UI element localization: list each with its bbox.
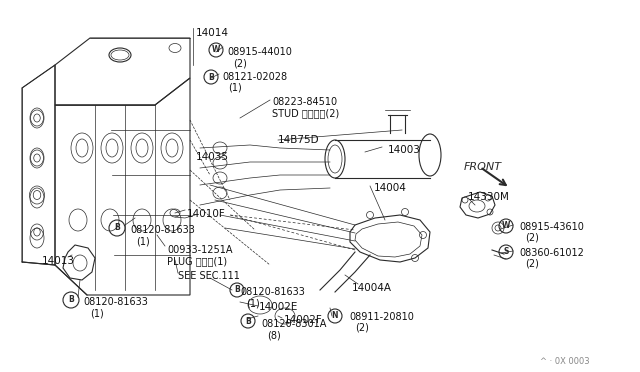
Text: 14013: 14013 [42,256,75,266]
Text: 08223-84510: 08223-84510 [272,97,337,107]
Text: (2): (2) [525,259,539,269]
Text: (2): (2) [233,58,247,68]
Text: 08915-43610: 08915-43610 [519,222,584,232]
Text: 08121-02028: 08121-02028 [222,72,287,82]
Text: W: W [212,45,220,55]
Text: STUD スタッド(2): STUD スタッド(2) [272,108,339,118]
Text: (1): (1) [246,298,260,308]
Text: SEE SEC.111: SEE SEC.111 [178,271,240,281]
Text: (1): (1) [136,236,150,246]
Text: (8): (8) [267,330,281,340]
Text: 08911-20810: 08911-20810 [349,312,414,322]
Text: B: B [245,317,251,326]
Text: 08915-44010: 08915-44010 [227,47,292,57]
Text: 14004: 14004 [374,183,407,193]
Text: 08120-81633: 08120-81633 [130,225,195,235]
Text: 08120-81633: 08120-81633 [83,297,148,307]
Text: 00933-1251A: 00933-1251A [167,245,232,255]
Text: 14035: 14035 [196,152,229,162]
Text: B: B [68,295,74,305]
Text: 14B75D: 14B75D [278,135,319,145]
Text: FRONT: FRONT [464,162,502,172]
Text: (1): (1) [90,308,104,318]
Text: PLUG プラグ(1): PLUG プラグ(1) [167,256,227,266]
Text: B: B [114,224,120,232]
Text: S: S [503,247,509,257]
Text: 14330M: 14330M [468,192,510,202]
Text: 14003: 14003 [388,145,421,155]
Text: N: N [332,311,339,321]
Text: ^ · 0X 0003: ^ · 0X 0003 [540,357,589,366]
Text: 08360-61012: 08360-61012 [519,248,584,258]
Text: (2): (2) [525,233,539,243]
Text: W: W [502,221,510,231]
Text: B: B [234,285,240,295]
Text: 14004A: 14004A [352,283,392,293]
Text: 14010F: 14010F [187,209,226,219]
Text: 14002E: 14002E [259,302,298,312]
Text: B: B [208,73,214,81]
Text: 08120-81633: 08120-81633 [240,287,305,297]
Text: 14002F: 14002F [284,315,323,325]
Text: (2): (2) [355,323,369,333]
Text: 14014: 14014 [196,28,229,38]
Text: 08120-8301A: 08120-8301A [261,319,326,329]
Text: (1): (1) [228,83,242,93]
